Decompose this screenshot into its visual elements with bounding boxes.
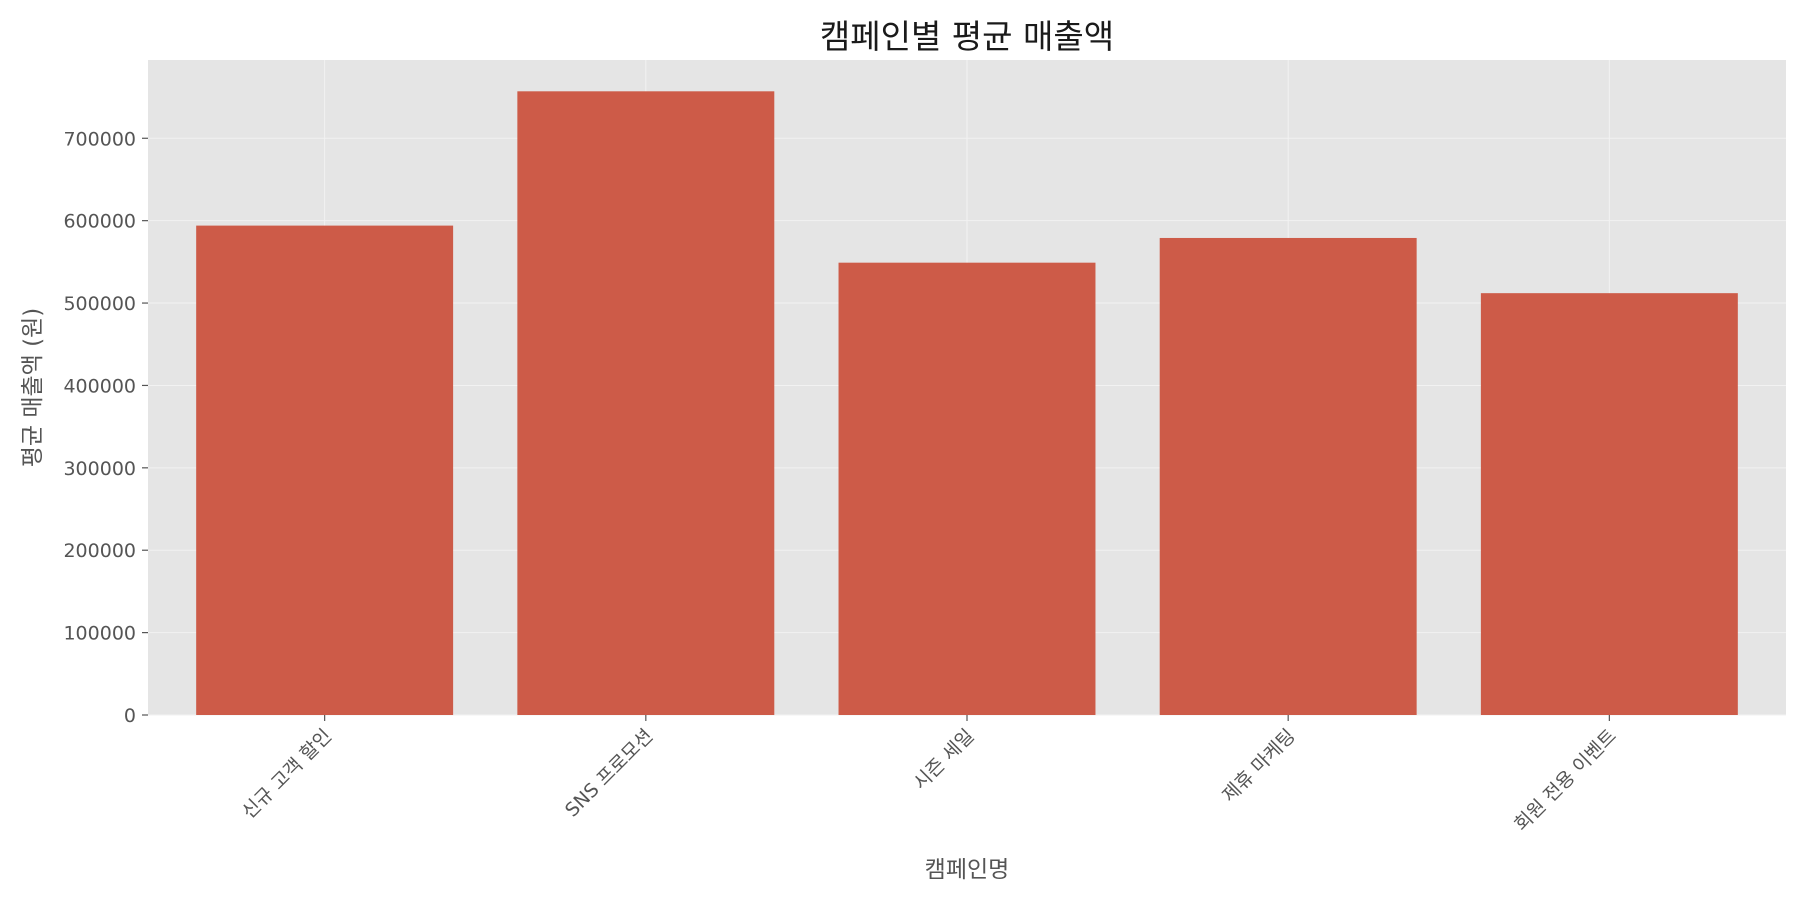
chart-title: 캠페인별 평균 매출액 [820, 17, 1114, 56]
y-tick-label: 700000 [63, 128, 136, 150]
bar [196, 225, 454, 716]
bar [1480, 293, 1738, 715]
y-tick-label: 500000 [63, 293, 136, 315]
x-axis-ticks: 신규 고객 할인 SNS 프로모션 시즌 세일 제휴 마케팅 회원 전용 이벤트 [238, 715, 1621, 836]
x-tick-label: 제휴 마케팅 [1218, 725, 1300, 807]
bar [517, 91, 775, 716]
y-tick-label: 400000 [63, 375, 136, 397]
y-tick-label: 100000 [63, 623, 136, 645]
x-tick-label: 회원 전용 이벤트 [1510, 725, 1621, 836]
x-axis-label: 캠페인명 [925, 857, 1010, 883]
bar [1159, 237, 1417, 715]
bars [196, 91, 1738, 716]
y-axis-label: 평균 매출액 (원) [20, 308, 46, 468]
x-tick-label: 시즌 세일 [909, 725, 978, 794]
y-tick-label: 200000 [63, 540, 136, 562]
y-tick-label: 600000 [63, 211, 136, 233]
x-tick-label: SNS 프로모션 [561, 725, 657, 821]
y-tick-label: 300000 [63, 458, 136, 480]
y-axis-ticks: 0 100000 200000 300000 400000 500000 600000 700… [63, 128, 148, 727]
x-tick-label: 신규 고객 할인 [238, 725, 336, 823]
bar [838, 262, 1096, 715]
y-tick-label: 0 [124, 705, 136, 727]
